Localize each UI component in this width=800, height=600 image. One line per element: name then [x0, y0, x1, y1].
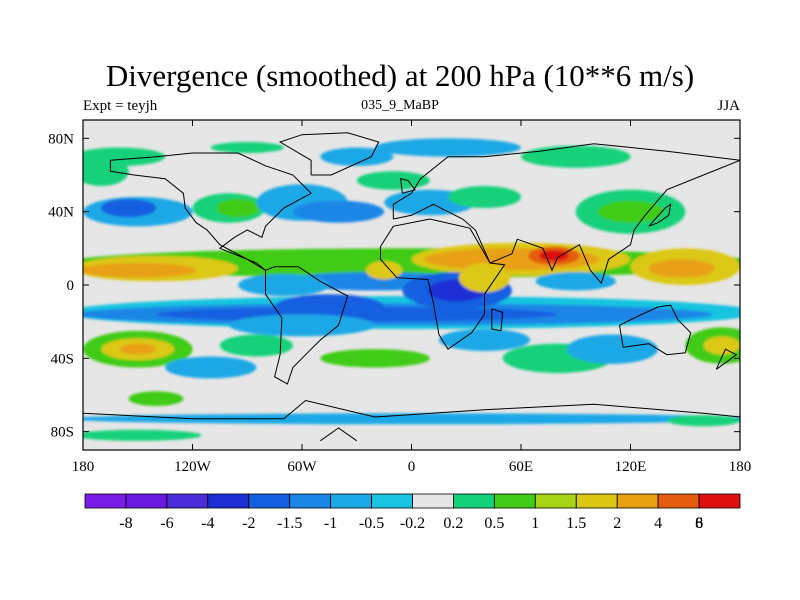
- y-tick-label: 40S: [51, 351, 74, 367]
- colorbar-box: [534, 493, 577, 509]
- colorbar-label: 0.2: [443, 515, 463, 532]
- y-tick-label: 40N: [48, 205, 74, 221]
- blob-antarctic-blue: [83, 413, 740, 425]
- coast-africa: [380, 218, 506, 350]
- blob-siberia-green: [521, 145, 631, 168]
- y-tick-label: 80S: [51, 425, 74, 441]
- colorbar-label: -1.5: [277, 515, 302, 532]
- x-tick-label: 120E: [615, 459, 647, 475]
- colorbar-box: [698, 493, 741, 509]
- coastline: [83, 132, 740, 442]
- x-axis: 180 120W 60W 0 60E 120E 180: [72, 120, 752, 475]
- colorbar-box: [207, 493, 250, 509]
- coast-australia: [619, 304, 692, 356]
- blob-spac-orange: [119, 343, 157, 355]
- colorbar-label: 8: [695, 515, 703, 532]
- blob-natl-blue: [292, 200, 385, 223]
- blob-watl-yellow: [365, 261, 403, 280]
- colorbar-label: 6: [695, 515, 703, 532]
- colorbar-label: 4: [654, 515, 662, 532]
- colorbar-label: -2: [242, 515, 255, 532]
- blob-namer-lightgreen: [216, 198, 260, 218]
- colorbar-box: [248, 493, 291, 509]
- experiment-label: Expt = teyjh: [83, 98, 158, 114]
- blob-tasman-yellow: [703, 336, 740, 355]
- blob-canada-green: [210, 142, 284, 153]
- colorbar-box: [575, 493, 618, 509]
- blob-satl-blue: [274, 294, 385, 320]
- blob-safrica-lightblue: [438, 329, 531, 351]
- coast-japan: [648, 203, 672, 227]
- x-tick-label: 0: [408, 459, 416, 475]
- x-tick-label: 120W: [174, 459, 212, 475]
- colorbar-label: 1: [531, 515, 539, 532]
- coast-uk: [400, 178, 416, 194]
- colorbar-label: 1.5: [566, 515, 586, 532]
- blob-eastasia-lightgreen: [597, 200, 664, 223]
- blob-wpac-orange: [648, 259, 715, 278]
- blob-monsoon-red: [539, 250, 569, 262]
- y-axis: 80N 40N 0 40S 80S: [48, 131, 740, 441]
- blob-samer-lightblue: [229, 314, 375, 337]
- x-tick-label: 60W: [287, 459, 317, 475]
- blob-so-green: [128, 391, 184, 407]
- colorbar-box: [371, 493, 413, 509]
- blob-samerica-lightblue: [238, 274, 330, 296]
- colorbar-box: [289, 493, 332, 509]
- coast-eurasia: [392, 143, 740, 285]
- blob-pacific-orange: [83, 263, 197, 278]
- divergence-field: [83, 138, 740, 441]
- coast-new-zealand: [715, 348, 738, 370]
- colorbar-box: [616, 493, 659, 509]
- colorbar-box: [493, 493, 536, 509]
- y-tick-label: 80N: [48, 131, 74, 147]
- blob-aus-blue: [566, 334, 658, 364]
- colorbar-box: [657, 493, 700, 509]
- x-tick-label: 180: [729, 459, 752, 475]
- x-tick-label: 60E: [509, 459, 533, 475]
- coast-south-america: [265, 266, 349, 385]
- colorbar-label: -1: [324, 515, 337, 532]
- field-layer: [83, 120, 740, 450]
- colorbar-label: -4: [201, 515, 214, 532]
- coast-antarctica: [83, 399, 740, 420]
- colorbar-label: -0.5: [359, 515, 384, 532]
- y-tick-label: 0: [67, 278, 75, 294]
- colorbar-box: [452, 493, 495, 509]
- blob-nsea-green: [356, 171, 430, 190]
- coast-south-georgia: [320, 427, 358, 442]
- blob-greenland-lightblue: [320, 147, 394, 166]
- blob-russia-green: [448, 186, 521, 208]
- blob-arctic-green: [83, 147, 166, 166]
- coast-north-america: [109, 152, 312, 271]
- season-label: JJA: [717, 98, 740, 114]
- colorbar-box: [166, 493, 209, 509]
- colorbar: -8 -6 -4 -2 -1.5 -1 -0.5 -0.2 0.2 0.5 1 1.5 2 4 68: [84, 493, 741, 532]
- blob-barents-lightblue: [375, 138, 521, 157]
- case-label: 035_9_MaBP: [361, 98, 439, 113]
- colorbar-label: -0.2: [400, 515, 425, 532]
- colorbar-box: [330, 493, 372, 509]
- colorbar-box: [84, 493, 127, 509]
- colorbar-label: -8: [119, 515, 132, 532]
- blob-eafrica-yellow: [458, 263, 511, 293]
- blob-satl-green: [320, 349, 430, 368]
- colorbar-label: 2: [613, 515, 621, 532]
- blob-ross-green: [83, 429, 202, 441]
- x-tick-label: 180: [72, 459, 95, 475]
- colorbar-label: 0.5: [484, 515, 504, 532]
- blob-wedd-green: [667, 415, 740, 427]
- blob-npac-blue: [101, 198, 156, 218]
- colorbar-box: [125, 493, 168, 509]
- blob-sepac-lightblue: [165, 356, 257, 379]
- coast-greenland: [278, 132, 380, 176]
- blob-chile-green: [219, 334, 293, 357]
- colorbar-label: -6: [160, 515, 173, 532]
- chart-title: Divergence (smoothed) at 200 hPa (10**6 …: [105, 58, 695, 93]
- colorbar-box: [412, 493, 454, 509]
- coast-madagascar: [491, 308, 504, 332]
